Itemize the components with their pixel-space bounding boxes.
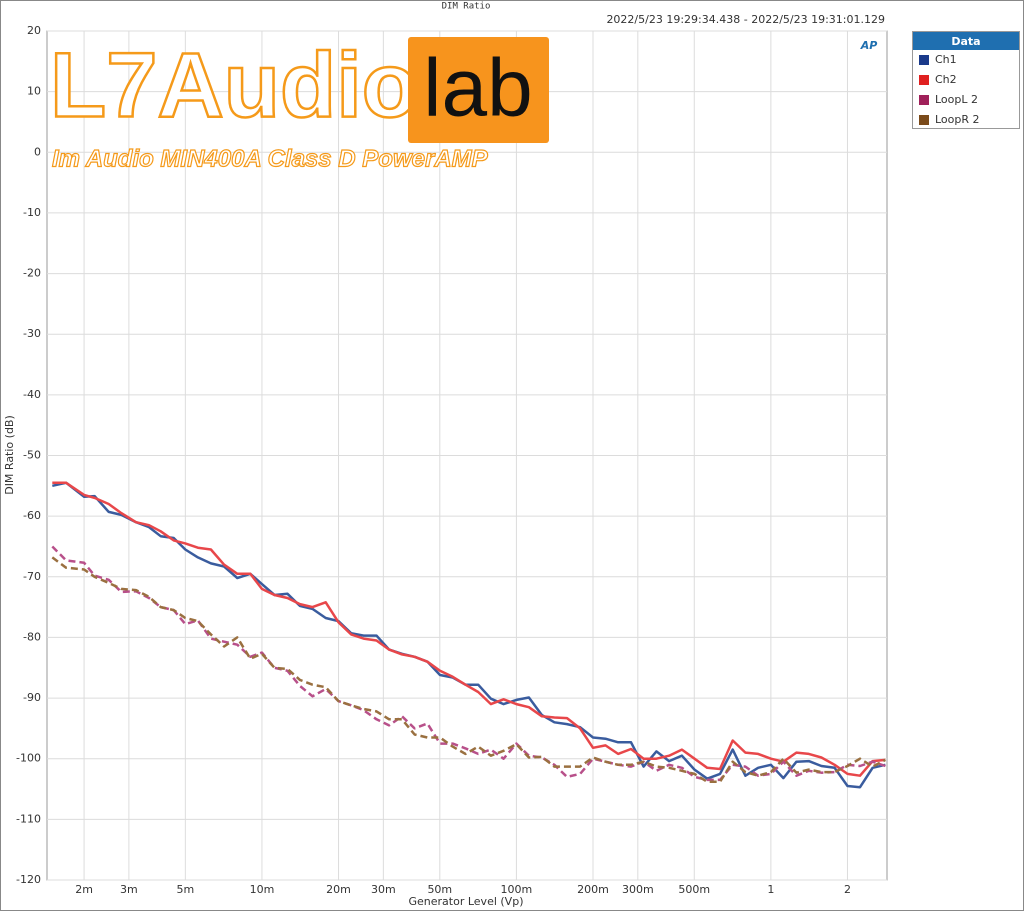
x-tick-label: 5m (176, 883, 194, 896)
y-tick-label: -80 (23, 630, 41, 643)
x-tick-label: 500m (678, 883, 710, 896)
ap-logo: AP (860, 39, 878, 52)
y-tick-label: -100 (16, 752, 41, 765)
y-tick-label: -20 (23, 267, 41, 280)
legend-swatch (919, 75, 929, 85)
legend-label: Ch2 (935, 73, 957, 86)
y-tick-label: -10 (23, 206, 41, 219)
y-tick-label: -40 (23, 388, 41, 401)
series-line (51, 545, 886, 782)
y-tick-label: 20 (27, 24, 41, 37)
series-line (52, 481, 886, 777)
x-tick-label: 300m (622, 883, 654, 896)
x-tick-label: 100m (501, 883, 533, 896)
x-axis-label: Generator Level (Vp) (409, 895, 524, 908)
x-tick-label: 20m (326, 883, 351, 896)
watermark-lab: lab (423, 43, 532, 134)
legend: Data (912, 31, 1020, 129)
watermark-subtitle: Im Audio MIN400A Class D PowerAMP (52, 145, 489, 172)
grid (47, 30, 887, 881)
y-tick-label: -70 (23, 570, 41, 583)
y-tick-label: -90 (23, 691, 41, 704)
legend-swatch (919, 95, 929, 105)
x-tick-label: 2m (75, 883, 93, 896)
chart-title: DIM Ratio (442, 2, 491, 12)
legend-label: Ch1 (935, 53, 957, 66)
y-tick-label: -30 (23, 327, 41, 340)
y-tick-label: 0 (34, 145, 41, 158)
legend-label: LoopL 2 (935, 93, 978, 106)
y-tick-label: -120 (16, 873, 41, 886)
chart-subtitle: 2022/5/23 19:29:34.438 - 2022/5/23 19:31… (606, 13, 885, 26)
x-tick-label: 1 (767, 883, 774, 896)
lines (51, 481, 886, 789)
legend-header (913, 32, 1019, 50)
y-tick-label: -50 (23, 449, 41, 462)
series-line (51, 556, 886, 784)
watermark-box (408, 37, 549, 143)
x-tick-label: 50m (427, 883, 452, 896)
x-tick-label: 30m (371, 883, 396, 896)
legend-swatch (919, 55, 929, 65)
y-tick-label: 10 (27, 85, 41, 98)
legend-title: Data (951, 35, 980, 48)
y-tick-label: -60 (23, 509, 41, 522)
series-line (52, 481, 886, 789)
x-tick-label: 200m (577, 883, 609, 896)
y-tick-label: -110 (16, 812, 41, 825)
y-axis-label: DIM Ratio (dB) (3, 415, 16, 495)
x-tick-label: 3m (120, 883, 138, 896)
legend-label: LoopR 2 (935, 113, 980, 126)
legend-swatch (919, 115, 929, 125)
x-tick-label: 10m (250, 883, 275, 896)
watermark-brand: L7Audio (50, 34, 418, 136)
x-tick-label: 2 (844, 883, 851, 896)
